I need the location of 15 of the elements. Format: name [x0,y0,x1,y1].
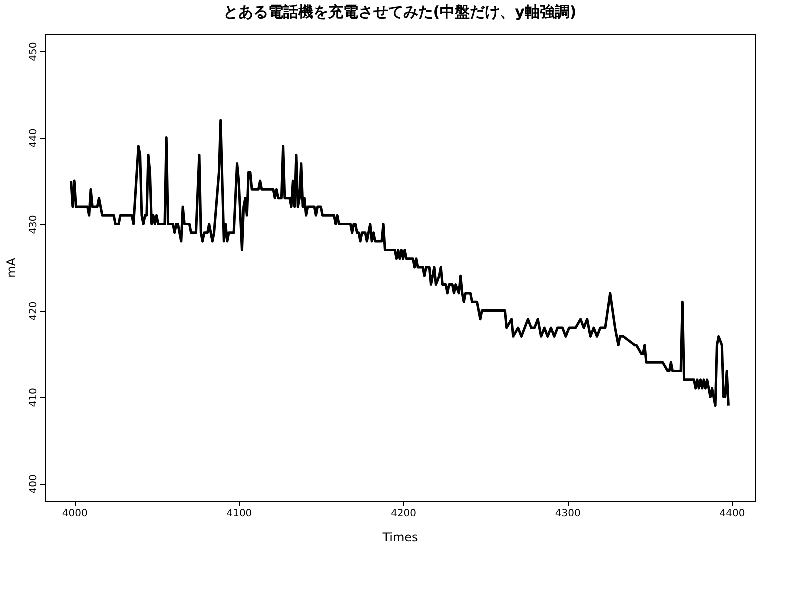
y-tick-label: 440 [28,128,40,148]
chart-title: とある電話機を充電させてみた(中盤だけ、y軸強調) [223,3,577,21]
x-axis-title: Times [382,530,418,544]
x-tick-label: 4300 [555,508,581,520]
y-tick-label: 420 [28,302,40,321]
line-series [70,119,730,408]
y-tick-label: 450 [28,42,40,62]
x-tick-label: 4200 [391,508,417,520]
y-tick-label: 430 [28,215,40,234]
x-tick-label: 4400 [720,508,746,520]
x-tick-label: 4100 [226,508,252,520]
y-axis-title: mA [4,257,18,278]
y-tick-label: 410 [28,388,40,408]
y-tick-label: 400 [28,474,40,494]
x-tick-label: 4000 [62,508,88,520]
